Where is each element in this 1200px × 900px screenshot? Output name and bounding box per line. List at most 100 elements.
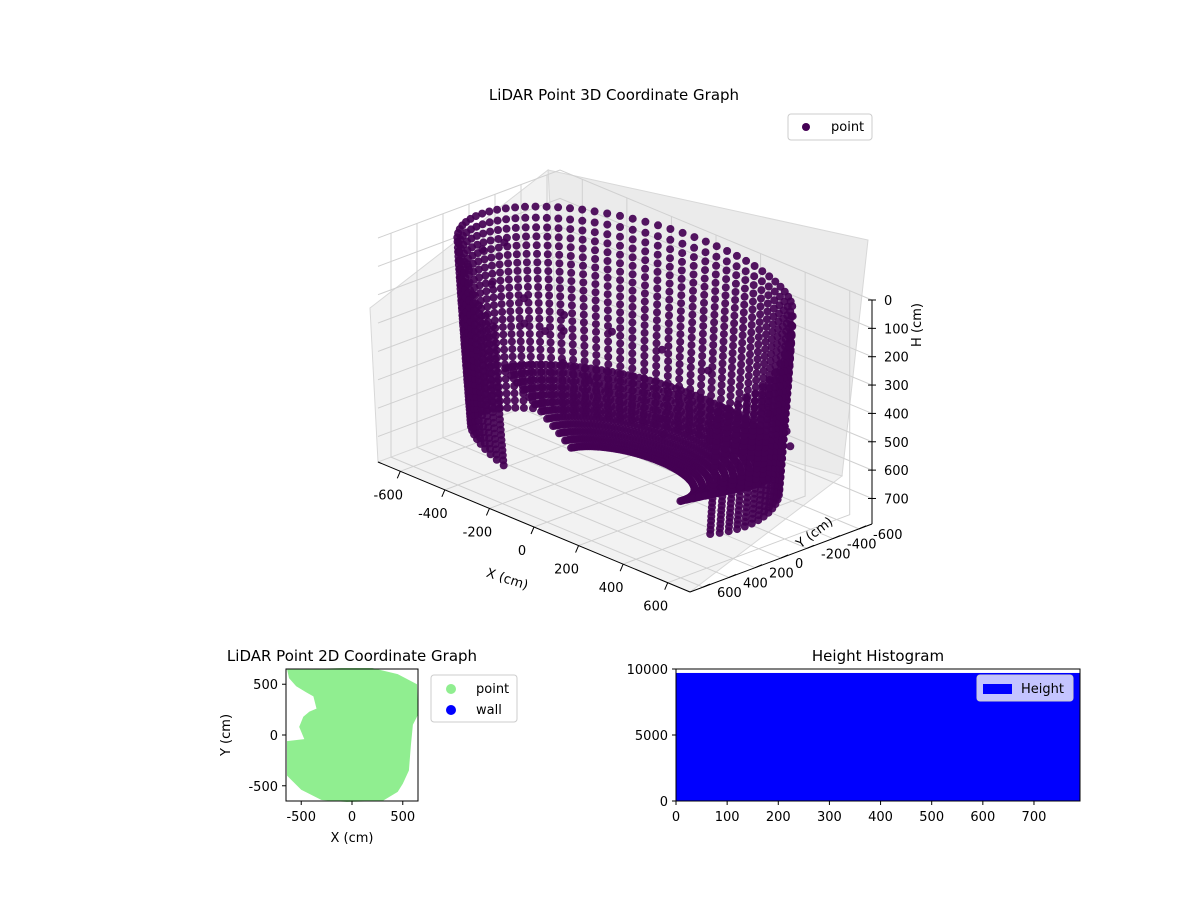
point-3d <box>665 303 674 312</box>
point-3d <box>748 305 757 314</box>
point-3d <box>675 352 684 361</box>
point-3d <box>687 341 696 350</box>
point-3d <box>532 232 541 241</box>
point-3d <box>640 359 649 368</box>
point-3d <box>698 329 707 338</box>
point-3d <box>486 236 495 245</box>
point-3d <box>480 263 489 272</box>
point-3d <box>689 278 698 287</box>
point-3d <box>664 334 673 343</box>
point-3d <box>756 310 765 319</box>
point-3d <box>763 409 772 418</box>
point-3d <box>544 283 553 292</box>
point-3d <box>675 360 684 369</box>
point-3d <box>781 351 790 360</box>
point-3d <box>757 409 766 418</box>
point-3d <box>536 345 545 354</box>
point-3d <box>616 232 624 241</box>
point-3d <box>590 207 599 216</box>
point-3d <box>782 427 791 436</box>
x-tick-3d <box>664 582 669 590</box>
point-3d <box>746 335 755 344</box>
point-3d <box>628 278 637 287</box>
grid-line-y <box>442 213 756 569</box>
point-3d <box>510 396 519 405</box>
point-3d <box>688 318 697 327</box>
point-3d <box>497 292 506 301</box>
x-tick-label-hist: 400 <box>868 810 893 825</box>
point-3d <box>507 371 516 380</box>
point-3d <box>741 420 750 429</box>
point-3d <box>759 366 768 375</box>
point-3d <box>517 352 526 361</box>
point-3d <box>533 258 542 267</box>
point-3d <box>504 267 513 276</box>
point-3d <box>486 227 495 236</box>
point-3d <box>616 308 625 317</box>
point-3d <box>507 322 516 331</box>
point-3d <box>733 400 742 409</box>
point-3d <box>545 299 554 308</box>
point-3d <box>788 312 797 321</box>
point-3d <box>580 341 589 350</box>
point-3d <box>482 287 491 296</box>
point-3d <box>640 366 649 375</box>
point-3d <box>616 211 624 220</box>
point-3d <box>532 241 541 250</box>
point-3d <box>741 267 750 276</box>
legend-histogram-box <box>976 674 1074 702</box>
point-3d <box>653 308 661 317</box>
point-3d <box>566 252 575 260</box>
point-3d <box>543 414 552 423</box>
point-3d <box>784 342 793 351</box>
x-tick-label-3d: 400 <box>599 581 624 596</box>
point-3d <box>485 369 494 378</box>
y-tick-label-3d: 0 <box>795 557 803 572</box>
point-3d <box>485 207 494 216</box>
point-3d <box>640 344 649 353</box>
point-3d <box>482 295 491 303</box>
point-3d <box>495 252 504 261</box>
point-3d <box>721 299 730 308</box>
point-3d <box>525 329 534 338</box>
point-3d <box>513 258 522 267</box>
point-3d <box>762 420 771 429</box>
point-3d <box>701 237 710 246</box>
point-3d <box>591 304 600 313</box>
x-tick-label-hist: 200 <box>766 810 791 825</box>
point-3d <box>697 381 706 390</box>
point-3d <box>511 223 520 232</box>
point-3d <box>566 234 575 243</box>
axes-3d: -600-400-2000200400600-600-400-200020040… <box>374 294 909 615</box>
legend-3d-box <box>787 113 873 141</box>
point-3d <box>543 232 552 241</box>
point-3d <box>664 342 673 351</box>
point-3d <box>502 389 511 398</box>
point-3d <box>616 324 625 333</box>
point-3d <box>616 292 625 301</box>
point-3d <box>568 325 577 333</box>
point-3d <box>728 356 737 365</box>
point-3d <box>771 277 780 286</box>
point-3d <box>541 327 550 336</box>
point-3d <box>592 358 601 367</box>
point-3d <box>580 334 589 343</box>
point-3d <box>508 345 517 354</box>
point-3d <box>578 216 587 225</box>
point-3d <box>628 244 637 253</box>
point-3d <box>704 366 713 375</box>
point-3d <box>664 349 673 358</box>
point-3d <box>717 373 726 382</box>
point-3d <box>591 271 600 280</box>
x-axis-label-2d: X (cm) <box>331 831 374 846</box>
histogram-title: Height Histogram <box>812 647 944 665</box>
point-3d <box>641 281 649 290</box>
point-3d <box>567 268 576 277</box>
point-3d <box>513 275 522 284</box>
point-3d <box>628 357 637 365</box>
point-3d <box>697 373 706 382</box>
point-3d <box>723 411 732 420</box>
point-3d <box>479 238 488 247</box>
point-3d <box>700 298 708 307</box>
point-3d <box>722 275 731 284</box>
